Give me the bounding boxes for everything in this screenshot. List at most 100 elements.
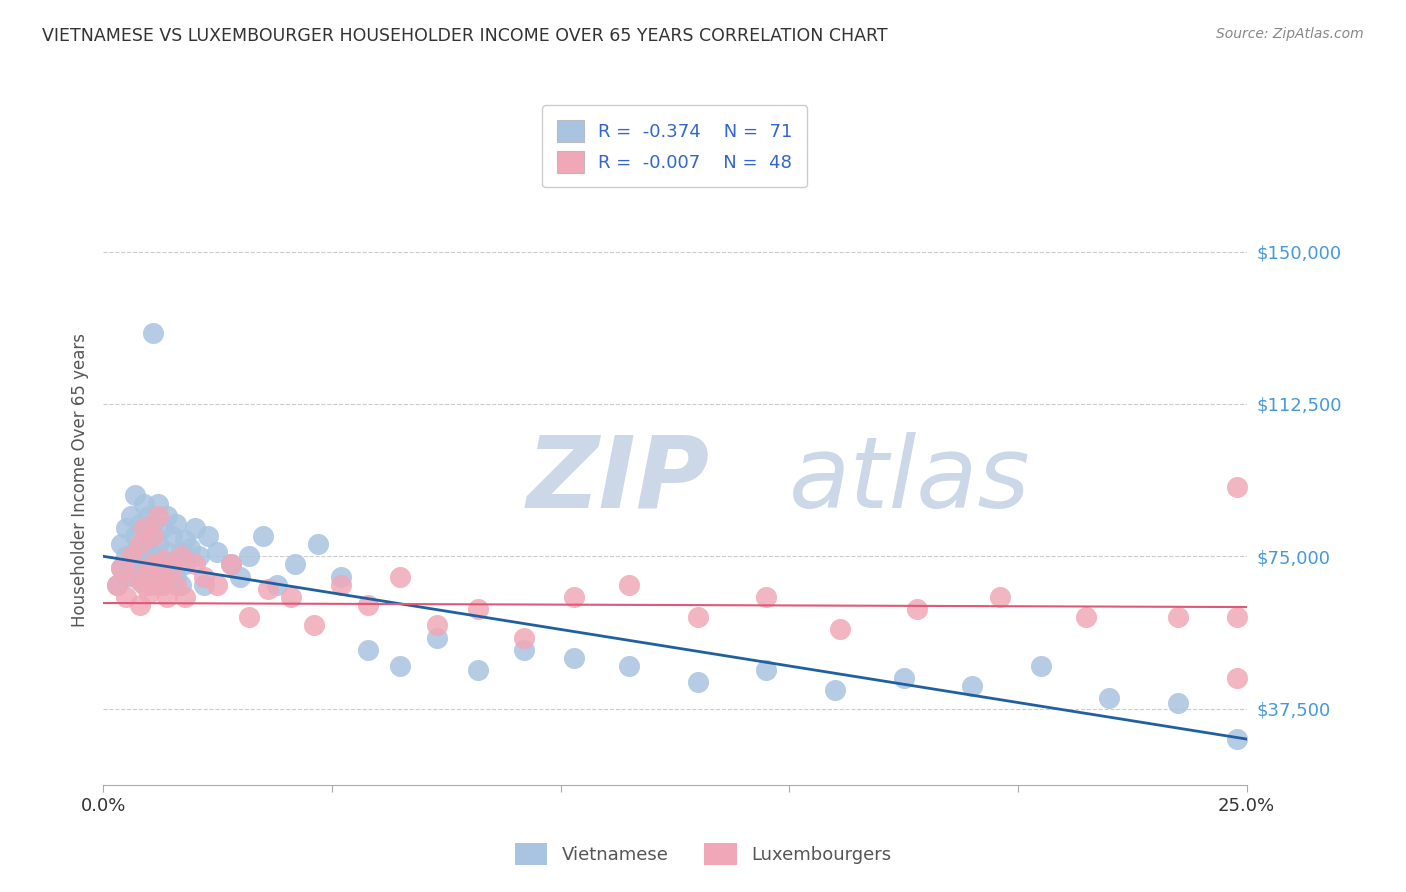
Point	[284, 558, 307, 572]
Point	[134, 521, 156, 535]
Point	[174, 533, 197, 547]
Point	[120, 508, 142, 523]
Point	[142, 549, 165, 564]
Point	[988, 590, 1011, 604]
Point	[134, 541, 156, 556]
Point	[124, 529, 146, 543]
Point	[562, 590, 585, 604]
Point	[142, 569, 165, 583]
Point	[152, 578, 174, 592]
Point	[755, 663, 778, 677]
Text: ZIP: ZIP	[526, 432, 709, 529]
Point	[193, 578, 215, 592]
Point	[115, 569, 138, 583]
Point	[170, 549, 193, 564]
Point	[142, 558, 165, 572]
Point	[138, 561, 160, 575]
Point	[1167, 696, 1189, 710]
Point	[128, 516, 150, 531]
Point	[617, 659, 640, 673]
Point	[183, 558, 205, 572]
Point	[146, 561, 169, 575]
Point	[156, 545, 179, 559]
Point	[128, 537, 150, 551]
Point	[138, 508, 160, 523]
Point	[174, 558, 197, 572]
Point	[120, 558, 142, 572]
Point	[179, 541, 201, 556]
Point	[828, 623, 851, 637]
Point	[134, 558, 156, 572]
Point	[357, 642, 380, 657]
Point	[115, 590, 138, 604]
Point	[146, 537, 169, 551]
Point	[160, 561, 183, 575]
Point	[146, 496, 169, 510]
Text: atlas: atlas	[789, 432, 1031, 529]
Point	[142, 516, 165, 531]
Point	[170, 545, 193, 559]
Point	[124, 569, 146, 583]
Point	[1167, 610, 1189, 624]
Point	[115, 521, 138, 535]
Point	[252, 529, 274, 543]
Point	[389, 569, 412, 583]
Point	[115, 549, 138, 564]
Point	[156, 508, 179, 523]
Point	[219, 558, 242, 572]
Point	[467, 602, 489, 616]
Y-axis label: Householder Income Over 65 years: Householder Income Over 65 years	[72, 333, 89, 627]
Point	[138, 578, 160, 592]
Point	[1226, 480, 1249, 494]
Point	[467, 663, 489, 677]
Point	[1226, 671, 1249, 685]
Point	[1029, 659, 1052, 673]
Point	[1226, 610, 1249, 624]
Point	[302, 618, 325, 632]
Point	[138, 586, 160, 600]
Point	[357, 598, 380, 612]
Point	[426, 631, 449, 645]
Point	[128, 566, 150, 580]
Point	[142, 326, 165, 340]
Point	[686, 610, 709, 624]
Point	[188, 549, 211, 564]
Point	[165, 569, 187, 583]
Text: Source: ZipAtlas.com: Source: ZipAtlas.com	[1216, 27, 1364, 41]
Point	[142, 529, 165, 543]
Point	[110, 537, 132, 551]
Point	[110, 561, 132, 575]
Point	[893, 671, 915, 685]
Point	[755, 590, 778, 604]
Point	[165, 516, 187, 531]
Point	[280, 590, 302, 604]
Point	[160, 561, 183, 575]
Point	[197, 529, 219, 543]
Point	[156, 590, 179, 604]
Point	[110, 561, 132, 575]
Point	[562, 650, 585, 665]
Point	[219, 558, 242, 572]
Point	[170, 578, 193, 592]
Point	[152, 521, 174, 535]
Point	[686, 675, 709, 690]
Point	[266, 578, 288, 592]
Point	[617, 578, 640, 592]
Point	[229, 569, 252, 583]
Point	[174, 590, 197, 604]
Point	[238, 549, 260, 564]
Point	[1098, 691, 1121, 706]
Point	[307, 537, 329, 551]
Legend: Vietnamese, Luxembourgers: Vietnamese, Luxembourgers	[506, 834, 900, 874]
Point	[138, 533, 160, 547]
Point	[193, 569, 215, 583]
Text: VIETNAMESE VS LUXEMBOURGER HOUSEHOLDER INCOME OVER 65 YEARS CORRELATION CHART: VIETNAMESE VS LUXEMBOURGER HOUSEHOLDER I…	[42, 27, 887, 45]
Point	[165, 578, 187, 592]
Point	[330, 578, 353, 592]
Point	[128, 598, 150, 612]
Point	[152, 553, 174, 567]
Point	[960, 679, 983, 693]
Point	[146, 508, 169, 523]
Point	[330, 569, 353, 583]
Point	[134, 496, 156, 510]
